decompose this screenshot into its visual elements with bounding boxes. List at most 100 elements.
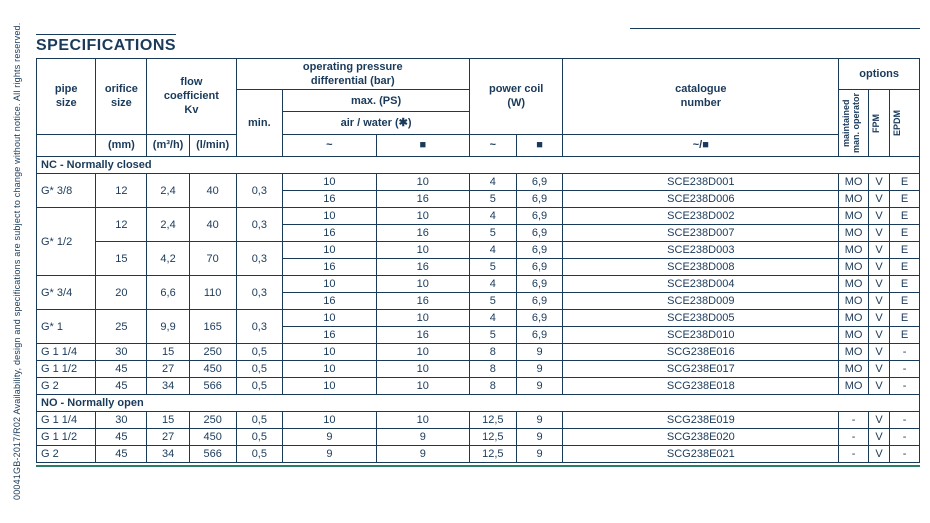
table-cell: V bbox=[868, 242, 889, 259]
bottom-accent-line bbox=[36, 465, 920, 467]
table-cell: 16 bbox=[376, 259, 469, 276]
table-cell: SCE238D001 bbox=[563, 174, 839, 191]
table-cell: 6,9 bbox=[516, 191, 563, 208]
table-cell: 12 bbox=[96, 174, 147, 208]
hdr-box1: ■ bbox=[376, 134, 469, 156]
hdr-op-diff: operating pressuredifferential (bar) bbox=[236, 59, 469, 90]
table-cell: V bbox=[868, 412, 889, 429]
table-cell: 25 bbox=[96, 310, 147, 344]
table-cell: 450 bbox=[189, 361, 236, 378]
table-cell: SCG238E017 bbox=[563, 361, 839, 378]
table-cell: 9 bbox=[376, 446, 469, 463]
table-cell: E bbox=[890, 293, 920, 310]
table-cell: 12,5 bbox=[469, 412, 516, 429]
table-cell: V bbox=[868, 293, 889, 310]
table-cell: 27 bbox=[147, 361, 189, 378]
table-cell: 16 bbox=[376, 293, 469, 310]
table-cell: 20 bbox=[96, 276, 147, 310]
table-cell: E bbox=[890, 242, 920, 259]
table-cell: V bbox=[868, 208, 889, 225]
table-cell: 9 bbox=[516, 412, 563, 429]
table-cell: 9 bbox=[516, 378, 563, 395]
table-cell: 0,5 bbox=[236, 412, 283, 429]
table-cell: 10 bbox=[283, 276, 376, 293]
hdr-box2: ■ bbox=[516, 134, 563, 156]
table-cell: 250 bbox=[189, 344, 236, 361]
table-cell: V bbox=[868, 378, 889, 395]
table-cell: SCE238D002 bbox=[563, 208, 839, 225]
table-cell: 0,5 bbox=[236, 446, 283, 463]
hdr-opt-fpm: FPM bbox=[868, 90, 889, 157]
table-cell: G 2 bbox=[37, 378, 96, 395]
table-cell: 9 bbox=[283, 446, 376, 463]
hdr-tildebox: ~/■ bbox=[563, 134, 839, 156]
specifications-title: SPECIFICATIONS bbox=[36, 34, 176, 55]
table-cell: SCE238D008 bbox=[563, 259, 839, 276]
table-cell: 16 bbox=[283, 327, 376, 344]
table-cell: 8 bbox=[469, 378, 516, 395]
table-cell: E bbox=[890, 259, 920, 276]
table-cell: MO bbox=[839, 378, 869, 395]
table-cell: 0,3 bbox=[236, 242, 283, 276]
table-cell: 15 bbox=[147, 344, 189, 361]
table-cell: 9 bbox=[516, 344, 563, 361]
table-cell: 5 bbox=[469, 327, 516, 344]
table-cell: 4,2 bbox=[147, 242, 189, 276]
table-cell: 10 bbox=[376, 378, 469, 395]
table-cell: 4 bbox=[469, 310, 516, 327]
table-cell: 0,3 bbox=[236, 208, 283, 242]
table-cell: 45 bbox=[96, 378, 147, 395]
table-cell: 10 bbox=[376, 361, 469, 378]
table-row: G 1 1/430152500,5101012,59SCG238E019-V- bbox=[37, 412, 920, 429]
table-cell: G 2 bbox=[37, 446, 96, 463]
table-cell: 10 bbox=[283, 412, 376, 429]
table-cell: MO bbox=[839, 259, 869, 276]
table-cell: MO bbox=[839, 293, 869, 310]
table-cell: V bbox=[868, 259, 889, 276]
table-cell: V bbox=[868, 327, 889, 344]
table-cell: MO bbox=[839, 191, 869, 208]
table-cell: 30 bbox=[96, 412, 147, 429]
table-cell: SCE238D003 bbox=[563, 242, 839, 259]
table-cell: 0,5 bbox=[236, 344, 283, 361]
table-cell: 4 bbox=[469, 208, 516, 225]
vertical-rights-text: 00041GB-2017/R02 Availability, design an… bbox=[12, 23, 22, 500]
table-cell: 15 bbox=[96, 242, 147, 276]
table-cell: 6,9 bbox=[516, 327, 563, 344]
table-cell: G* 1/2 bbox=[37, 208, 96, 276]
table-cell: 15 bbox=[147, 412, 189, 429]
table-cell: - bbox=[890, 344, 920, 361]
table-cell: 16 bbox=[376, 191, 469, 208]
table-cell: 8 bbox=[469, 344, 516, 361]
table-cell: 250 bbox=[189, 412, 236, 429]
table-cell: 10 bbox=[283, 378, 376, 395]
table-cell: - bbox=[890, 378, 920, 395]
table-cell: 10 bbox=[376, 412, 469, 429]
table-cell: 9 bbox=[516, 361, 563, 378]
hdr-power-coil: power coil(W) bbox=[469, 59, 562, 135]
table-cell: 10 bbox=[283, 174, 376, 191]
table-row: G* 3/4206,61100,3101046,9SCE238D004MOVE bbox=[37, 276, 920, 293]
table-cell: 16 bbox=[376, 327, 469, 344]
table-cell: 40 bbox=[189, 208, 236, 242]
table-cell: - bbox=[890, 429, 920, 446]
table-cell: SCE238D005 bbox=[563, 310, 839, 327]
table-cell: 450 bbox=[189, 429, 236, 446]
table-cell: 566 bbox=[189, 378, 236, 395]
table-cell: 9 bbox=[376, 429, 469, 446]
table-cell: G* 1 bbox=[37, 310, 96, 344]
table-cell: 16 bbox=[283, 225, 376, 242]
table-cell: V bbox=[868, 446, 889, 463]
table-cell: MO bbox=[839, 344, 869, 361]
table-cell: G* 3/4 bbox=[37, 276, 96, 310]
table-cell: 34 bbox=[147, 446, 189, 463]
table-cell: E bbox=[890, 276, 920, 293]
table-row: G* 3/8122,4400,3101046,9SCE238D001MOVE bbox=[37, 174, 920, 191]
table-cell: - bbox=[839, 429, 869, 446]
content-area: SPECIFICATIONS pipesizeorificesizeflowco… bbox=[36, 34, 920, 467]
table-row: G 1 1/430152500,5101089SCG238E016MOV- bbox=[37, 344, 920, 361]
section-header: NO - Normally open bbox=[37, 395, 920, 412]
hdr-catalogue: cataloguenumber bbox=[563, 59, 839, 135]
table-cell: SCG238E020 bbox=[563, 429, 839, 446]
hdr-opt-epdm: EPDM bbox=[890, 90, 920, 157]
